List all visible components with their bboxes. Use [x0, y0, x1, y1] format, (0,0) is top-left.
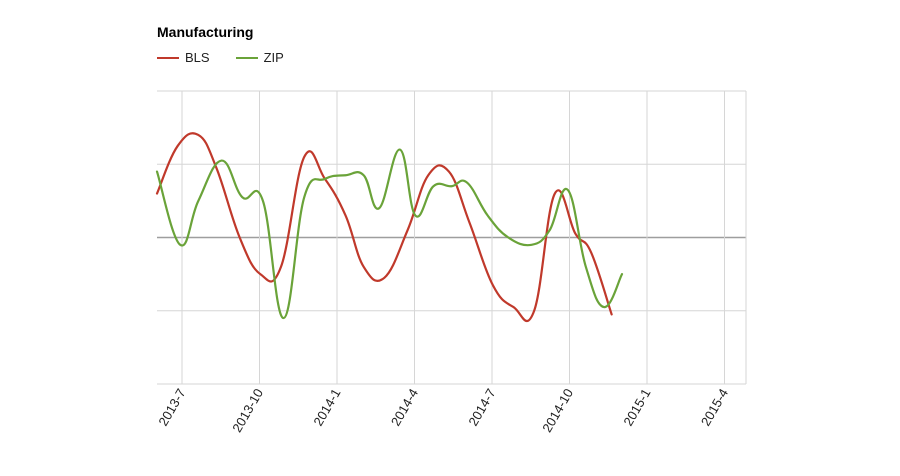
series-line-bls[interactable]	[155, 132, 613, 323]
legend-label-bls: BLS	[185, 50, 210, 65]
x-tick-label: 2013-10	[229, 386, 266, 435]
series-line-zip[interactable]	[155, 148, 624, 320]
x-tick-label: 2014-4	[388, 386, 421, 429]
x-tick-label: 2015-1	[620, 386, 653, 429]
legend-item-zip[interactable]: ZIP	[235, 50, 284, 65]
legend-swatch-zip	[235, 56, 258, 59]
x-tick-label: 2014-10	[539, 386, 576, 435]
chart-title: Manufacturing	[157, 24, 254, 40]
x-tick-label: 2014-1	[310, 386, 343, 429]
legend-item-bls[interactable]: BLS	[157, 50, 210, 65]
legend-swatch-bls	[157, 56, 179, 59]
x-tick-label: 2015-4	[698, 386, 731, 429]
legend-label-zip: ZIP	[263, 50, 284, 65]
x-tick-label: 2013-7	[155, 386, 188, 429]
legend: BLS ZIP	[157, 50, 310, 65]
x-tick-label: 2014-7	[465, 386, 498, 429]
